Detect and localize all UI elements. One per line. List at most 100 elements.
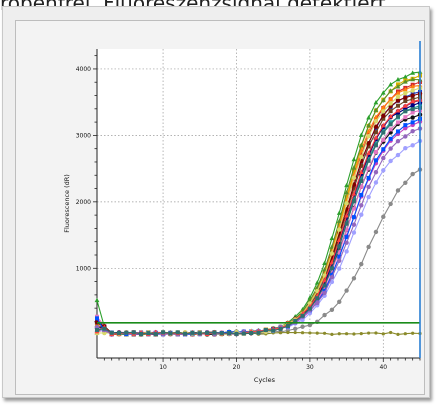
curve-marker	[410, 98, 416, 104]
curve-marker	[337, 299, 342, 305]
curve-marker	[117, 330, 122, 335]
curve-marker	[410, 88, 415, 93]
curve-marker	[322, 260, 327, 265]
curve-marker	[410, 70, 416, 75]
curve-marker	[381, 113, 386, 118]
curve-marker	[329, 272, 334, 277]
curve-marker	[380, 123, 386, 128]
curve-marker	[366, 134, 371, 139]
curve-marker	[373, 119, 379, 124]
curve-marker	[278, 331, 283, 335]
curve-marker	[373, 130, 378, 135]
curve-marker	[366, 144, 371, 149]
curve-marker	[366, 166, 371, 171]
curve-marker	[410, 120, 415, 125]
curve-marker	[410, 110, 415, 115]
curve-marker	[388, 101, 393, 106]
curve-marker	[212, 330, 217, 335]
curve-marker	[388, 113, 394, 119]
curve-marker	[403, 98, 408, 103]
curve-marker	[278, 326, 283, 331]
curve-marker	[293, 330, 297, 335]
curve-marker	[190, 330, 195, 335]
curve-marker	[359, 154, 364, 160]
curve-marker	[403, 115, 408, 120]
curve-marker	[366, 128, 372, 134]
curve-marker	[403, 180, 408, 185]
curve-marker	[153, 332, 158, 337]
curve-marker	[388, 127, 393, 132]
curve-marker	[300, 313, 305, 318]
curve-marker	[271, 328, 276, 333]
curve-marker	[227, 331, 232, 336]
curve-marker	[367, 331, 371, 335]
curve-marker	[395, 94, 401, 100]
curve-marker	[234, 331, 239, 336]
curve-marker	[388, 146, 393, 151]
curve-marker	[285, 324, 290, 329]
curve-marker	[366, 156, 371, 161]
curve-marker	[366, 194, 371, 200]
curve-marker	[395, 98, 401, 103]
curve-marker	[388, 122, 393, 127]
curve-marker	[403, 109, 408, 114]
curve-marker	[351, 276, 357, 281]
curve-marker	[410, 83, 416, 89]
curve-marker	[388, 120, 393, 125]
curve-marker	[410, 103, 415, 108]
curve-marker	[329, 307, 335, 312]
curve-marker	[395, 188, 401, 193]
curve-marker	[373, 124, 379, 129]
curve-marker	[380, 97, 386, 103]
curve-marker	[351, 230, 357, 235]
curve-marker	[286, 330, 290, 335]
curve-marker	[337, 244, 342, 249]
curve-marker	[168, 331, 173, 336]
curve-marker	[315, 300, 320, 306]
curve-marker	[344, 235, 349, 240]
curve-marker	[146, 331, 151, 336]
curve-marker	[315, 331, 319, 335]
curve-marker	[410, 171, 415, 177]
curve-marker	[395, 114, 400, 119]
curve-marker	[358, 148, 364, 153]
curve-marker	[344, 201, 349, 206]
curve-marker	[329, 279, 335, 285]
curve-marker	[337, 222, 342, 227]
curve-marker	[330, 332, 334, 336]
window-frame: 10 20 30 40 1000 2000 3000 4000 Cycles Fluorescen…	[2, 6, 430, 398]
curve-marker	[381, 130, 386, 135]
curve-marker	[388, 109, 393, 114]
curve-marker	[410, 115, 415, 120]
curve-marker	[359, 212, 364, 217]
curve-marker	[205, 330, 210, 335]
curve-marker	[344, 190, 349, 195]
curve-marker	[358, 132, 364, 137]
curve-marker	[124, 330, 129, 335]
curve-marker	[351, 215, 356, 220]
curve-marker	[395, 120, 400, 125]
curve-marker	[403, 332, 407, 336]
curve-marker	[300, 317, 305, 323]
curve-marker	[95, 316, 99, 321]
curve-marker	[359, 192, 364, 197]
curve-marker	[337, 254, 342, 259]
curve-marker	[322, 283, 327, 288]
curve-marker	[410, 107, 415, 112]
curve-marker	[380, 104, 386, 110]
curve-marker	[329, 235, 335, 241]
curve-marker	[402, 74, 408, 79]
curve-marker	[358, 142, 364, 148]
curve-marker	[315, 296, 320, 301]
curve-marker	[373, 149, 378, 154]
curve-marker	[373, 100, 379, 105]
curve-marker	[329, 244, 335, 249]
y-tick-label: 1000	[76, 265, 91, 272]
curve-marker	[337, 266, 342, 271]
curve-marker	[381, 137, 386, 142]
curve-marker	[336, 210, 342, 215]
curve-marker	[300, 331, 305, 335]
curve-marker	[322, 290, 327, 296]
curve-marker	[344, 240, 349, 245]
curve-marker	[395, 76, 401, 82]
